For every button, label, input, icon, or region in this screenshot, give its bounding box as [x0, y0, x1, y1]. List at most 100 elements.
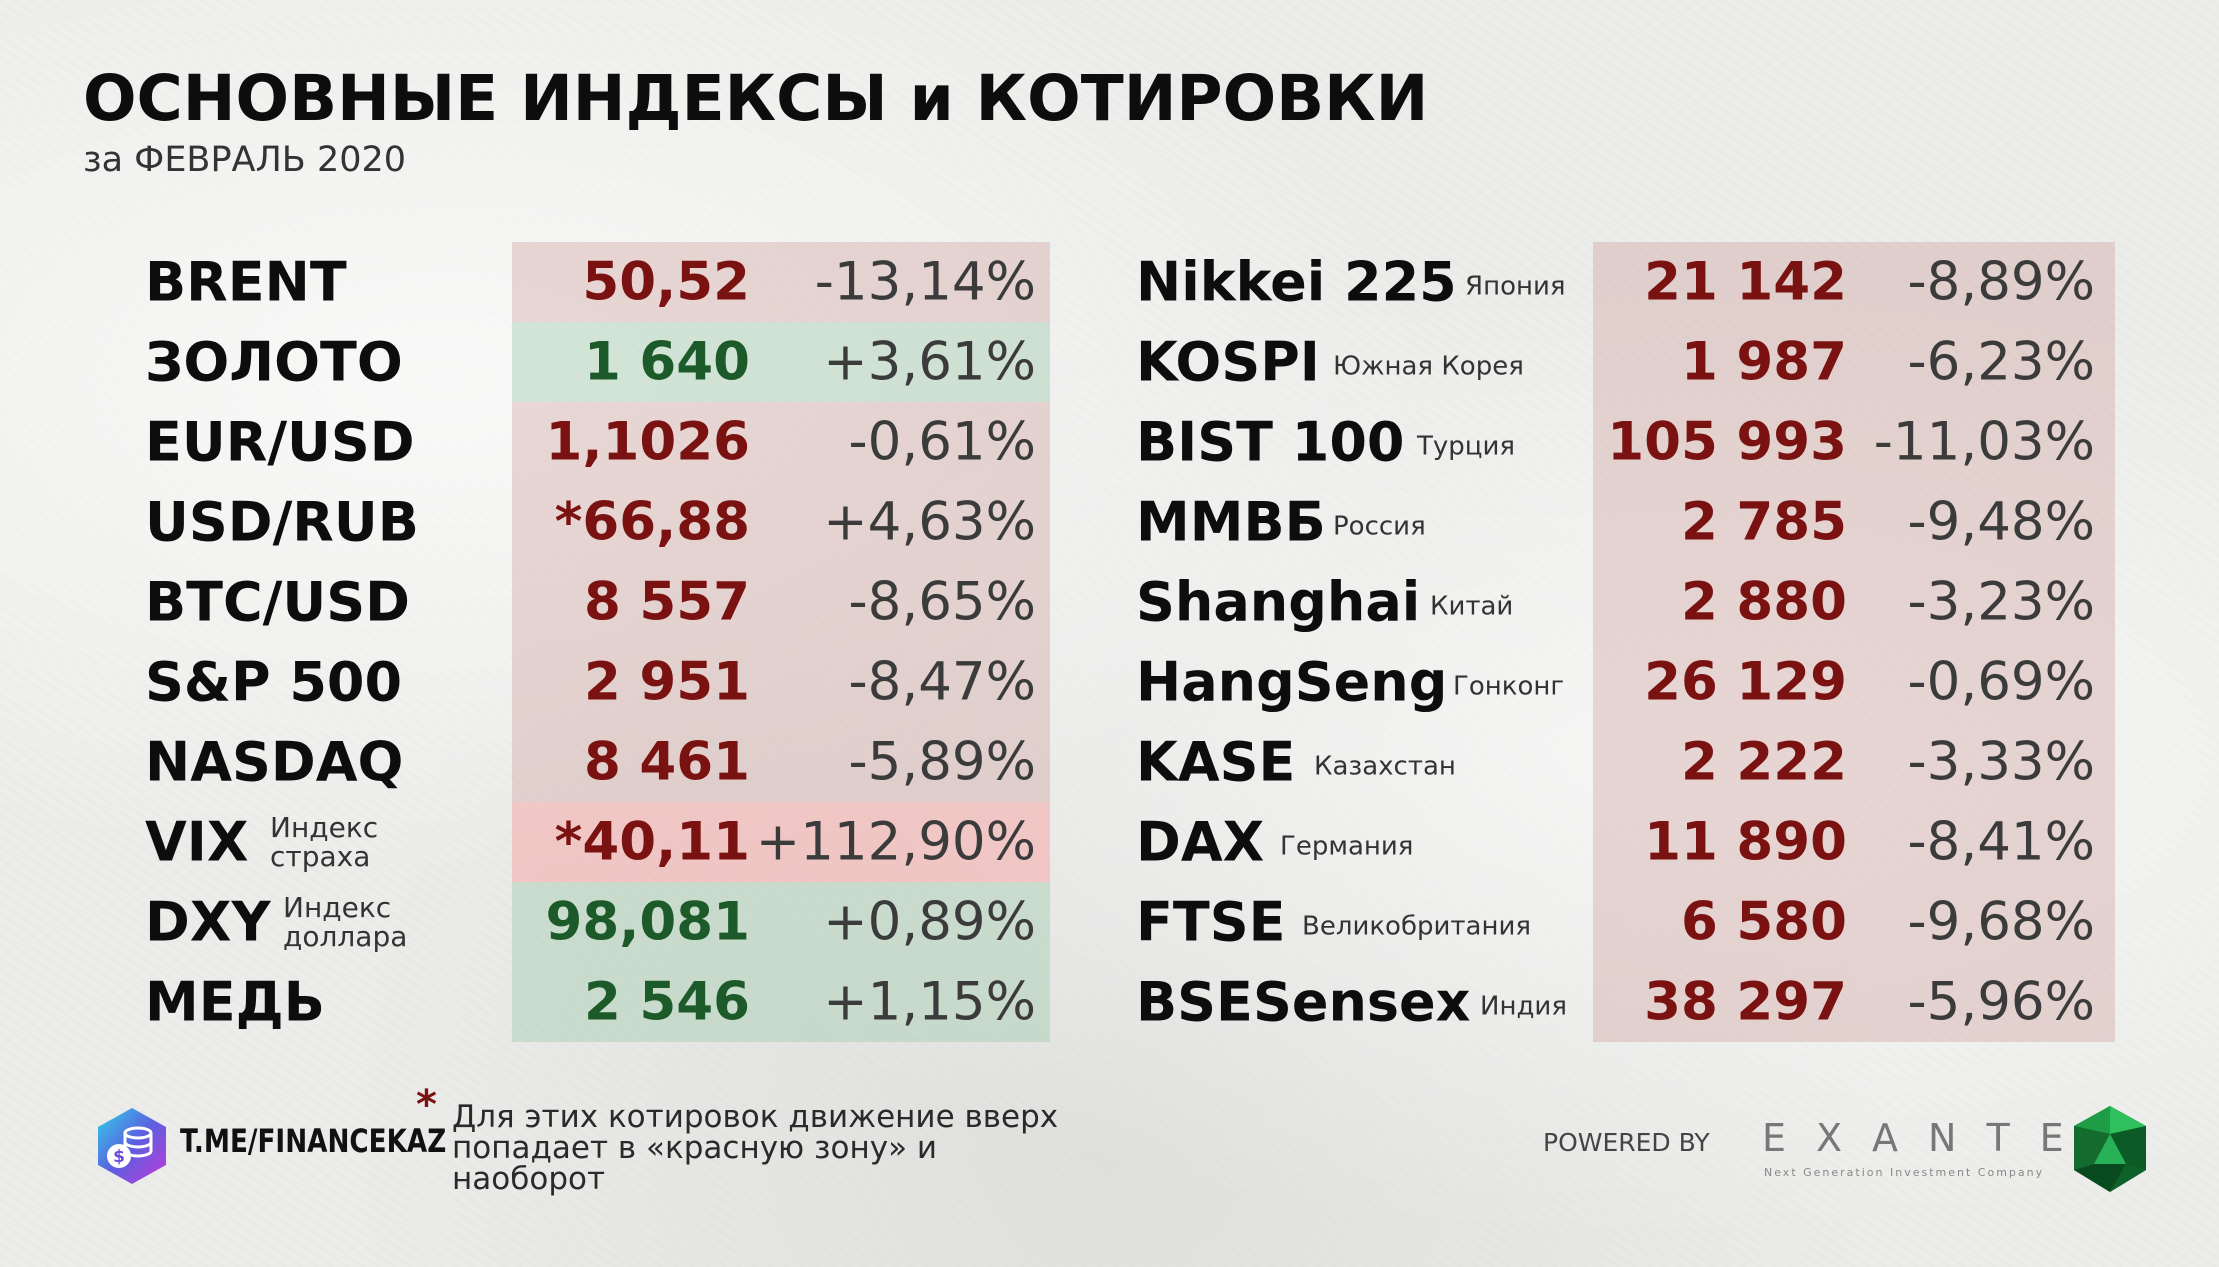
quote-name: S&P 500	[145, 650, 403, 714]
quote-change: -5,89%	[848, 731, 1037, 793]
index-cell: 21 142 -8,89%	[1593, 242, 2115, 322]
quote-change: +1,15%	[823, 971, 1036, 1033]
quote-value: 98,081	[545, 891, 750, 953]
index-value: 6 580	[1681, 891, 1847, 953]
quote-row-sp500: S&P 500 2 951 -8,47%	[0, 642, 1060, 722]
quote-description-line1: Индекс	[283, 891, 392, 924]
footnote-text: Для этих котировок движение вверх попада…	[452, 1099, 1059, 1197]
index-change: -3,33%	[1907, 731, 2096, 793]
index-cell: 6 580 -9,68%	[1593, 882, 2115, 962]
index-name: FTSE	[1136, 890, 1286, 954]
index-row-hangseng: HangSeng Гонконг 26 129 -0,69%	[0, 642, 2219, 722]
quote-name: VIX	[145, 810, 249, 874]
index-change: -9,48%	[1907, 491, 2096, 553]
quote-cell: 1,1026 -0,61%	[512, 402, 1050, 482]
quote-name: МЕДЬ	[145, 970, 325, 1034]
green-emerald-icon	[2074, 1106, 2146, 1192]
quote-row-usdrub: USD/RUB *66,88 +4,63%	[0, 482, 1060, 562]
index-value: 105 993	[1607, 411, 1847, 473]
index-value: 38 297	[1644, 971, 1847, 1033]
index-name: ММВБ	[1136, 490, 1326, 554]
index-row-dax: DAX Германия 11 890 -8,41%	[0, 802, 2219, 882]
quote-change: +4,63%	[823, 491, 1036, 553]
index-value: 1 987	[1681, 331, 1847, 393]
quote-description-line2: доллара	[283, 920, 408, 953]
index-name: BSESensex	[1136, 970, 1471, 1034]
quote-change: -13,14%	[814, 251, 1036, 313]
index-cell: 105 993 -11,03%	[1593, 402, 2115, 482]
svg-text:$: $	[113, 1147, 125, 1167]
quote-cell: 2 546 +1,15%	[512, 962, 1050, 1042]
index-value: 2 222	[1681, 731, 1847, 793]
index-change: -6,23%	[1907, 331, 2096, 393]
index-country: Китай	[1430, 591, 1514, 622]
index-name: KOSPI	[1136, 330, 1320, 394]
index-row-shanghai: Shanghai Китай 2 880 -3,23%	[0, 562, 2219, 642]
quote-cell: 2 951 -8,47%	[512, 642, 1050, 722]
quote-row-gold: ЗОЛОТО 1 640 +3,61%	[0, 322, 1060, 402]
quote-value: 8 461	[584, 731, 750, 793]
index-cell: 2 880 -3,23%	[1593, 562, 2115, 642]
index-change: -8,89%	[1907, 251, 2096, 313]
quote-cell: 1 640 +3,61%	[512, 322, 1050, 402]
index-row-bist: BIST 100 Турция 105 993 -11,03%	[0, 402, 2219, 482]
index-country: Индия	[1480, 991, 1567, 1022]
quote-change: +3,61%	[823, 331, 1036, 393]
index-name: HangSeng	[1136, 650, 1448, 714]
quote-row-vix: VIX Индекс страха *40,11 +112,90%	[0, 802, 1060, 882]
index-name: DAX	[1136, 810, 1265, 874]
right-indices-table: Nikkei 225 Япония 21 142 -8,89% KOSPI Юж…	[0, 242, 2219, 1042]
index-name: BIST 100	[1136, 410, 1405, 474]
index-change: -11,03%	[1873, 411, 2095, 473]
index-change: -0,69%	[1907, 651, 2096, 713]
quote-description-line1: Индекс	[270, 811, 379, 844]
quote-change: -0,61%	[848, 411, 1037, 473]
quote-row-btcusd: BTC/USD 8 557 -8,65%	[0, 562, 1060, 642]
quote-cell: 8 461 -5,89%	[512, 722, 1050, 802]
title: ОСНОВНЫЕ ИНДЕКСЫ и КОТИРОВКИ	[83, 62, 1429, 135]
quote-row-dxy: DXY Индекс доллара 98,081 +0,89%	[0, 882, 1060, 962]
telegram-channel-link[interactable]: T.ME/FINANCEKAZ	[180, 1122, 447, 1160]
quote-name: BRENT	[145, 250, 347, 314]
brand-tagline: Next Generation Investment Company	[1764, 1166, 2045, 1179]
index-country: Турция	[1417, 431, 1516, 462]
index-row-kospi: KOSPI Южная Корея 1 987 -6,23%	[0, 322, 2219, 402]
quote-value: *40,11	[554, 811, 750, 873]
footnote-asterisk: *	[416, 1082, 437, 1128]
quote-value: 50,52	[582, 251, 750, 313]
left-quotes-table: BRENT 50,52 -13,14% ЗОЛОТО 1 640 +3,61% …	[0, 242, 1060, 1042]
hexagon-coins-dollar-icon: $	[98, 1108, 166, 1184]
quote-name: ЗОЛОТО	[145, 330, 403, 394]
index-cell: 26 129 -0,69%	[1593, 642, 2115, 722]
quote-value: 8 557	[584, 571, 750, 633]
index-row-mmvb: ММВБ Россия 2 785 -9,48%	[0, 482, 2219, 562]
index-name: Shanghai	[1136, 570, 1421, 634]
index-value: 2 880	[1681, 571, 1847, 633]
subtitle: за ФЕВРАЛЬ 2020	[83, 140, 407, 180]
quote-description: Индекс страха	[270, 813, 378, 871]
index-country: Гонконг	[1453, 671, 1565, 702]
index-cell: 11 890 -8,41%	[1593, 802, 2115, 882]
index-change: -3,23%	[1907, 571, 2096, 633]
index-country: Россия	[1333, 511, 1426, 542]
quote-name: NASDAQ	[145, 730, 404, 794]
index-country: Южная Корея	[1333, 351, 1524, 382]
index-value: 11 890	[1644, 811, 1847, 873]
index-row-kase: KASE Казахстан 2 222 -3,33%	[0, 722, 2219, 802]
quote-name: BTC/USD	[145, 570, 410, 634]
quote-change: -8,65%	[848, 571, 1037, 633]
index-row-nikkei: Nikkei 225 Япония 21 142 -8,89%	[0, 242, 2219, 322]
quote-description: Индекс доллара	[283, 893, 407, 951]
index-name: KASE	[1136, 730, 1296, 794]
quote-value: *66,88	[554, 491, 750, 553]
index-change: -8,41%	[1907, 811, 2096, 873]
index-country: Казахстан	[1314, 751, 1456, 782]
quote-cell: 98,081 +0,89%	[512, 882, 1050, 962]
index-row-ftse: FTSE Великобритания 6 580 -9,68%	[0, 882, 2219, 962]
quote-name: EUR/USD	[145, 410, 415, 474]
quote-cell: 8 557 -8,65%	[512, 562, 1050, 642]
quote-cell: 50,52 -13,14%	[512, 242, 1050, 322]
quote-value: 2 951	[584, 651, 750, 713]
quote-row-eurusd: EUR/USD 1,1026 -0,61%	[0, 402, 1060, 482]
quote-name: DXY	[145, 890, 271, 954]
